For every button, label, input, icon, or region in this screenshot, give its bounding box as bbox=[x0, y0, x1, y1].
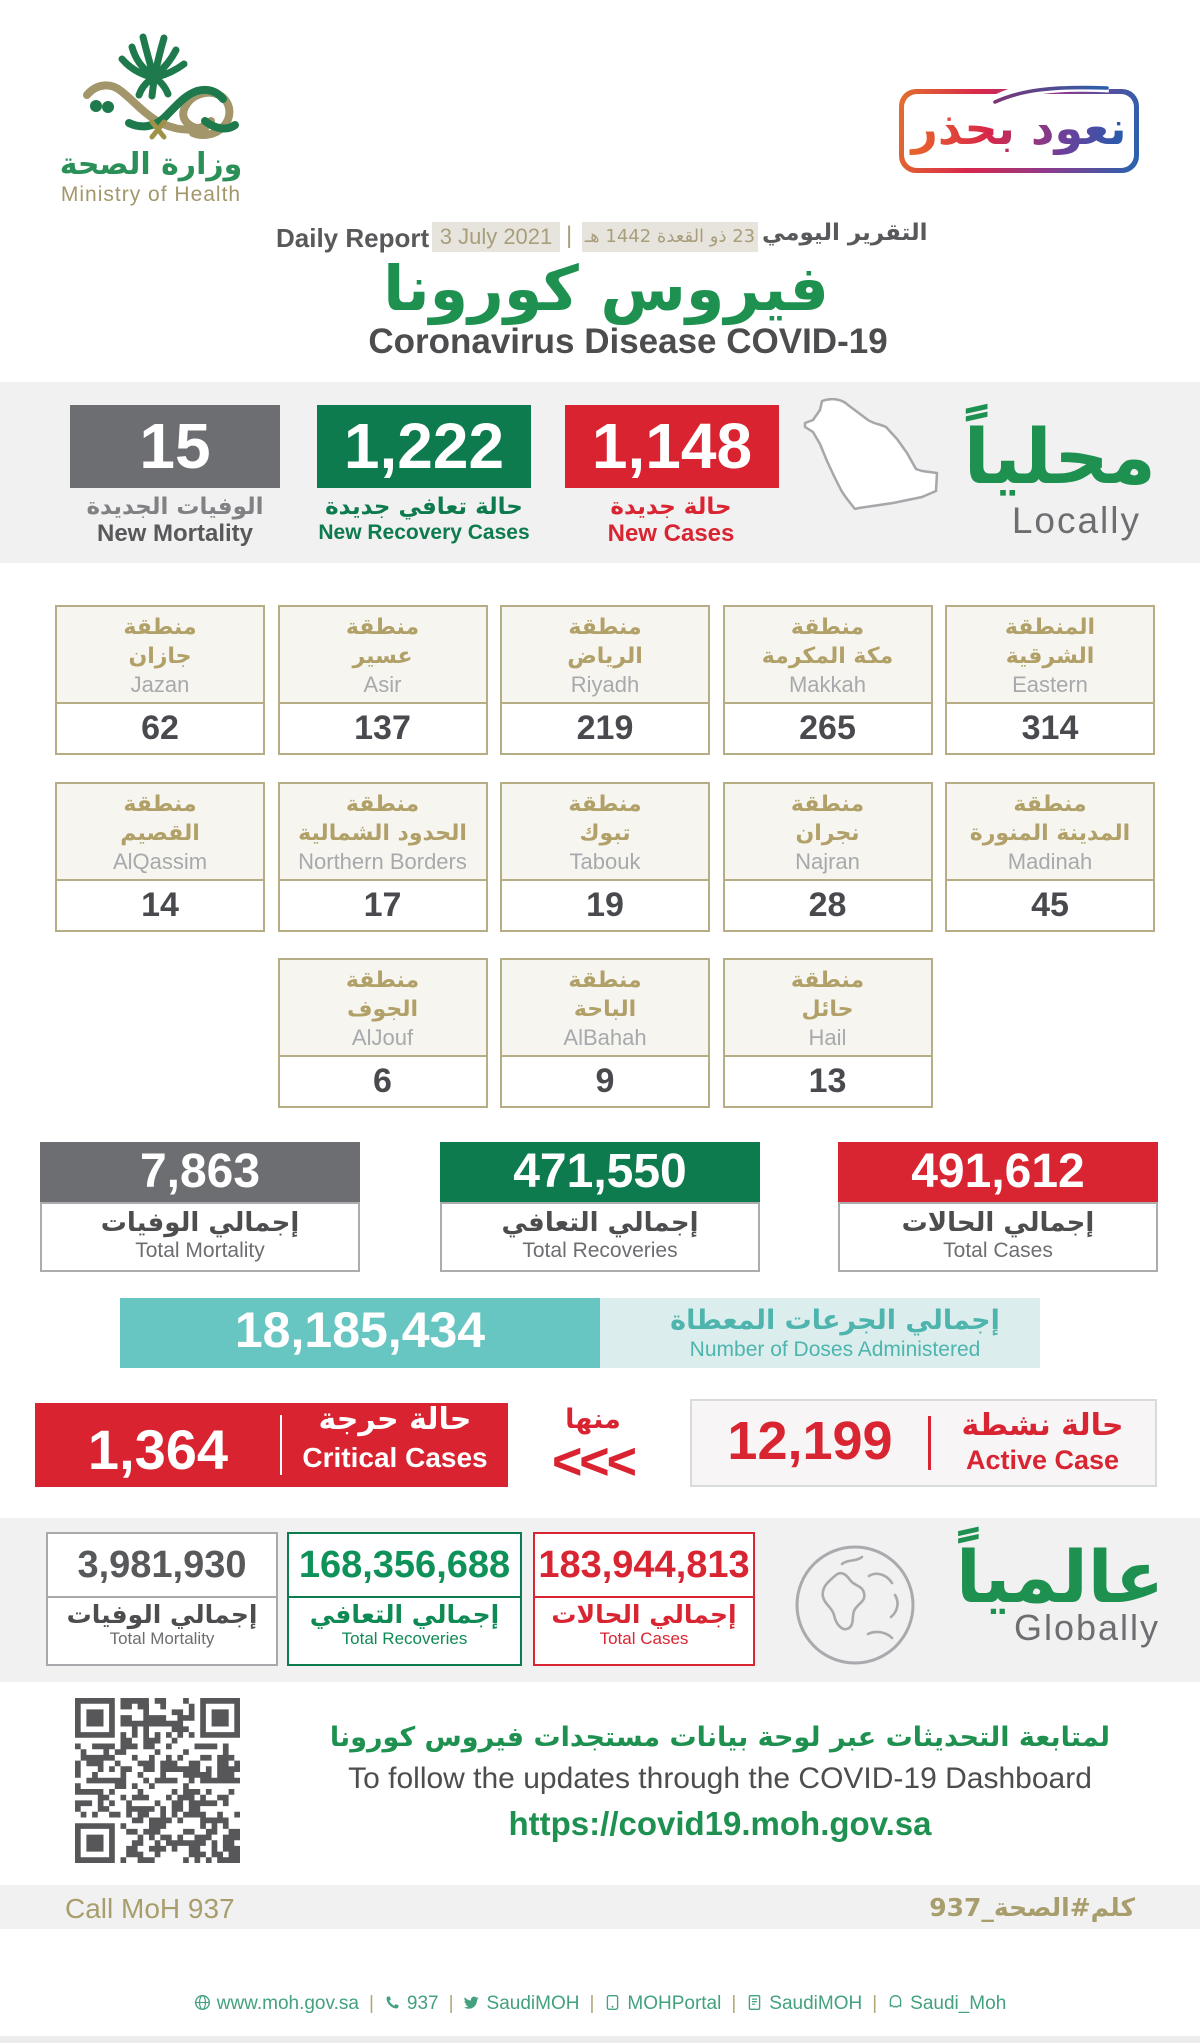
svg-text:Ministry of Health: Ministry of Health bbox=[61, 183, 241, 206]
svg-text:وزارة الصحة: وزارة الصحة bbox=[60, 147, 243, 182]
